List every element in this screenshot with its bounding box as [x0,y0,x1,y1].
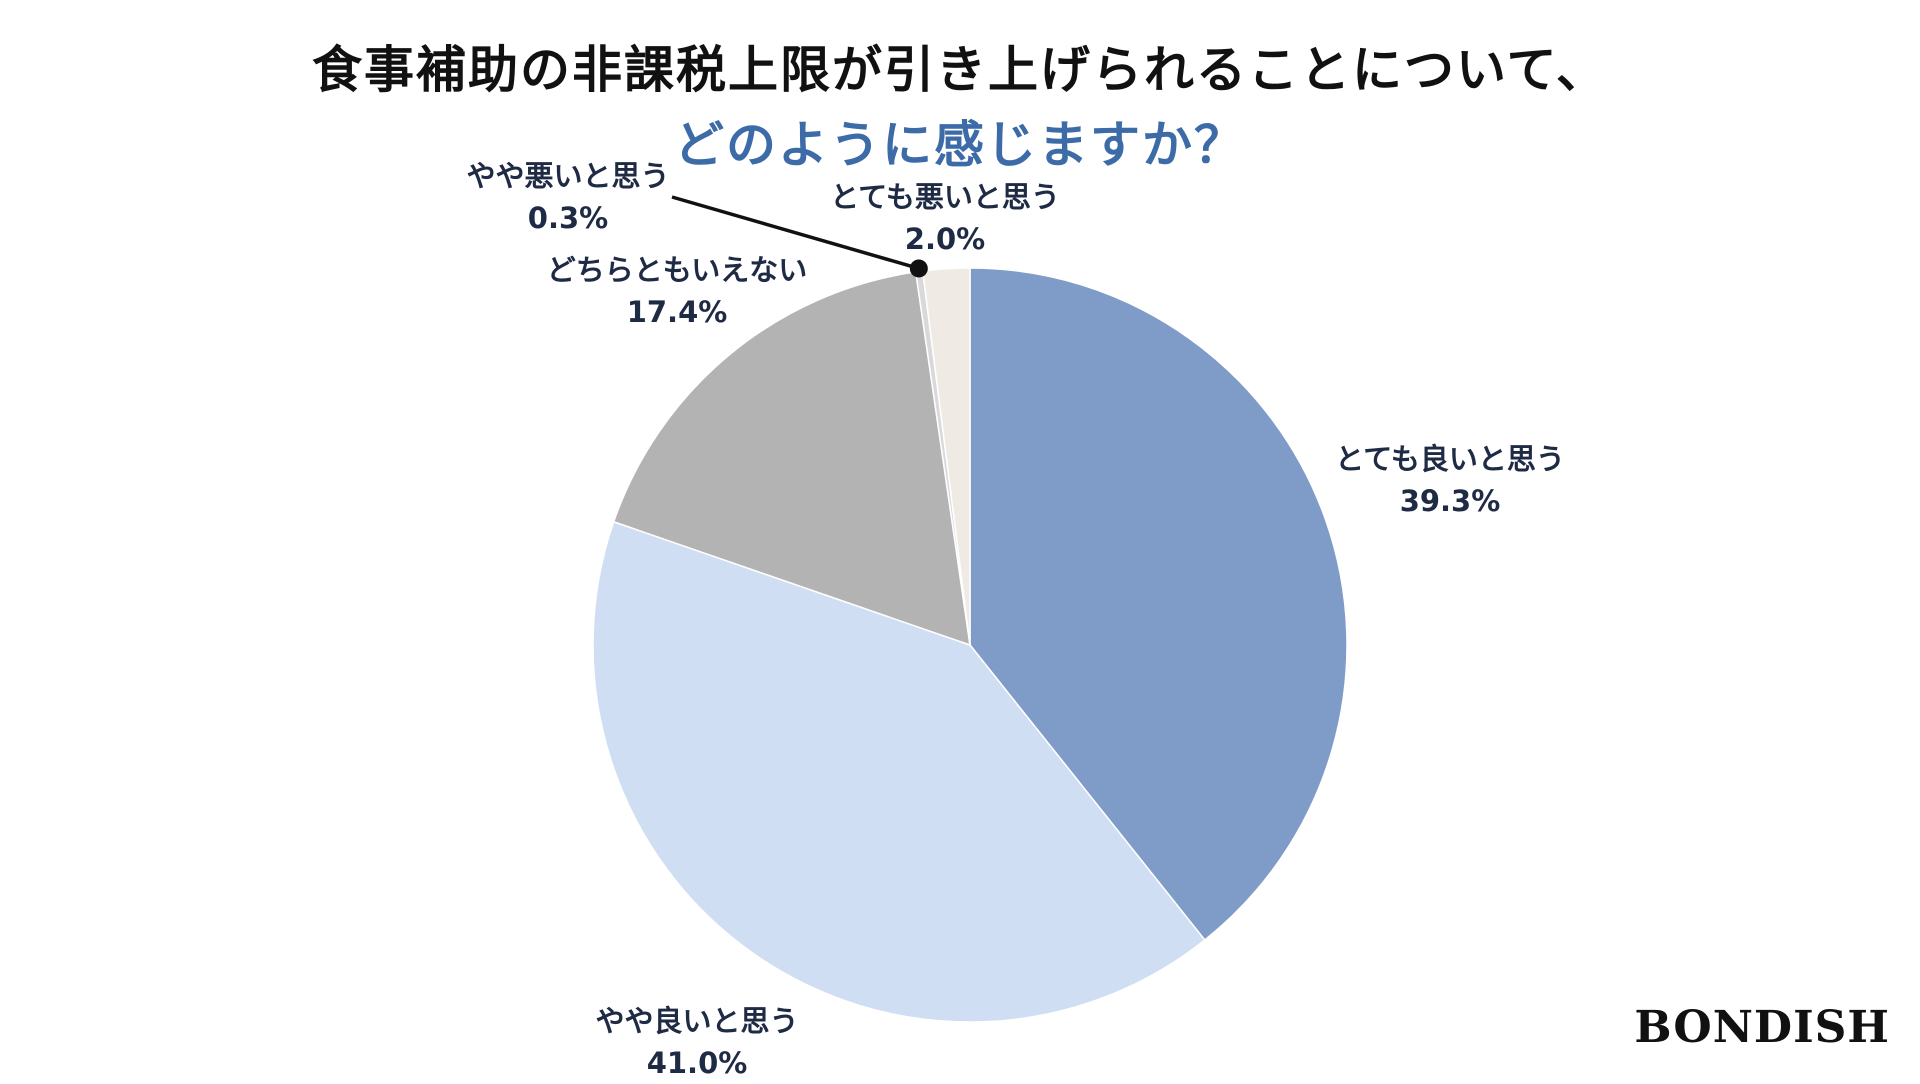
slice-label-text: やや悪いと思う [466,159,670,193]
leader-dot [909,259,928,278]
slice-label-text: とても悪いと思う [830,180,1060,214]
slice-label-text: どちらともいえない [546,253,808,287]
slice-label-very-bad: とても悪いと思う 2.0% [830,176,1060,260]
chart-title: 食事補助の非課税上限が引き上げられることについて、 [312,41,1608,99]
slice-somewhat-good [592,520,1206,1023]
slice-very-good [969,267,1348,942]
slice-label-somewhat-good: やや良いと思う 41.0% [595,1000,798,1084]
slice-neutral [612,271,971,647]
brand-logo: BONDISH [1634,1002,1890,1053]
slice-label-text: やや良いと思う [595,1004,799,1038]
slice-value-label: 41.0% [646,1046,748,1080]
chart-subtitle: どのように感じますか？ [674,116,1246,174]
slice-label-very-good: とても良いと思う 39.3% [1335,438,1565,522]
leader-line [671,195,920,271]
slice-value-label: 0.3% [527,201,609,235]
slice-label-text: とても良いと思う [1335,442,1565,476]
slice-label-somewhat-bad: やや悪いと思う 0.3% [466,155,669,239]
slice-value-label: 2.0% [904,222,986,256]
slice-value-label: 39.3% [1399,484,1501,518]
slice-value-label: 17.4% [626,295,728,329]
slice-label-neutral: どちらともいえない 17.4% [547,249,807,333]
